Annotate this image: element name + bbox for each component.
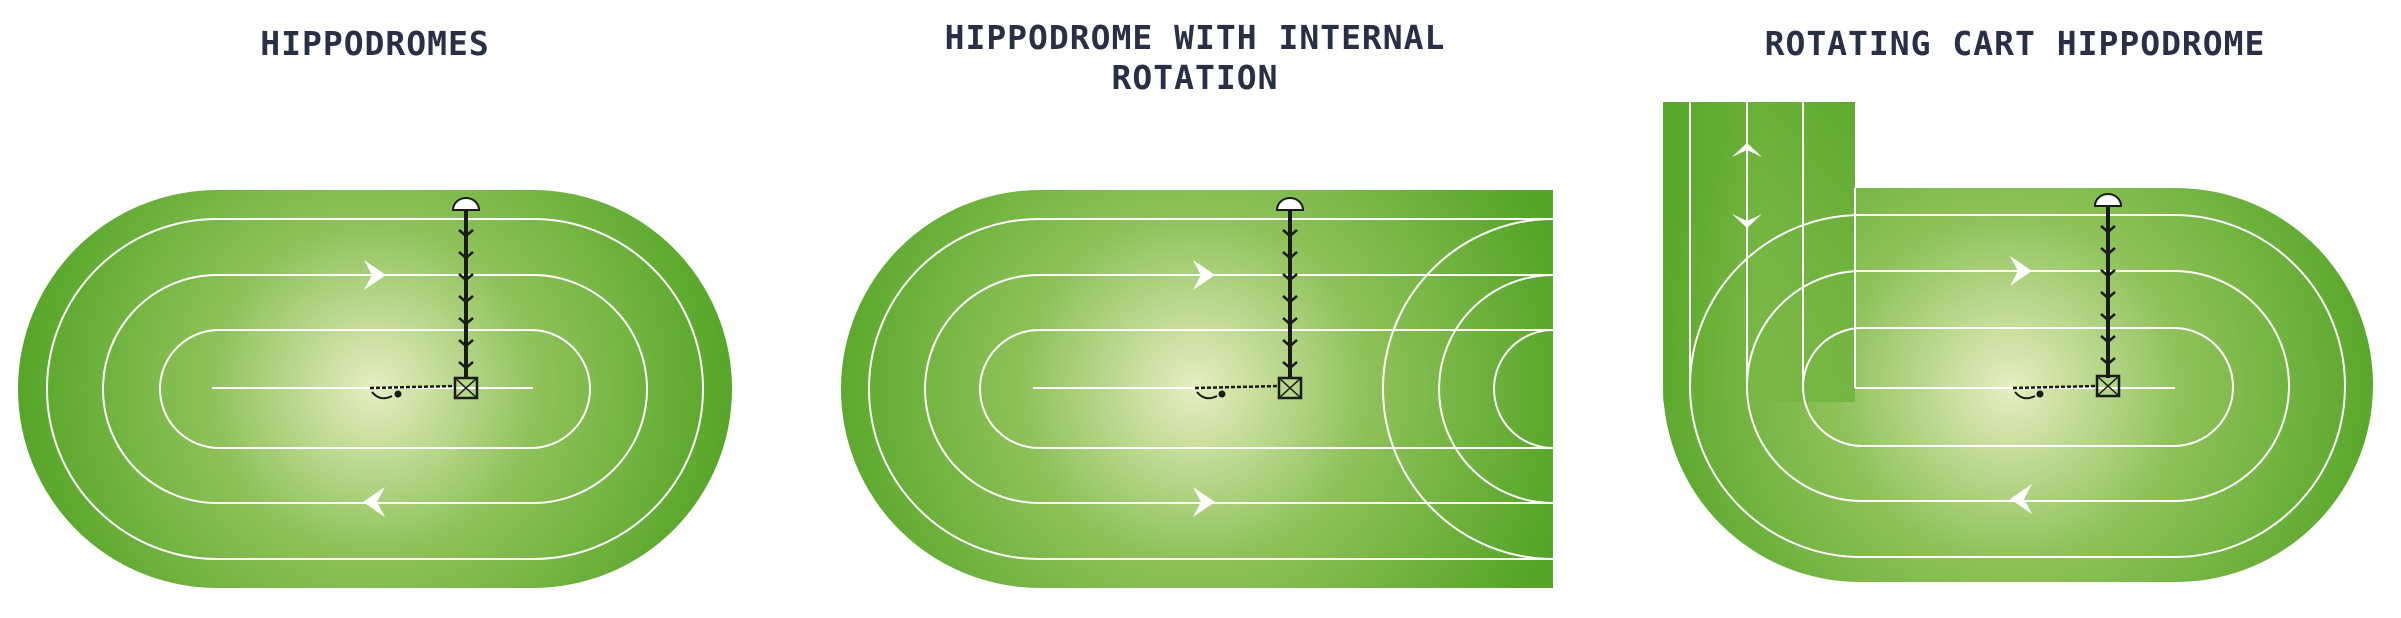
track-hippodrome [18,190,732,588]
direction-arrow-icon [1732,143,1762,157]
direction-arrow-icon [1732,214,1762,228]
panel-title-internal-rotation: HIPPODROME WITH INTERNAL ROTATION [944,18,1446,97]
direction-arrow-icon [2010,256,2032,286]
lamp-icon [2093,193,2123,207]
track-rotating-cart [1663,102,2373,582]
panel-title-rotating-cart: ROTATING CART HIPPODROME [1764,24,2266,63]
lane-lines [868,218,1554,560]
pivot-mast-icon [1275,197,1305,400]
track-internal-rotation [841,190,1554,588]
panel-title-hippodromes: HIPPODROMES [260,24,490,63]
direction-arrow-icon [364,260,386,290]
cart-strip [1663,102,1855,402]
direction-arrow-icon [1193,487,1215,517]
pivot-mast-icon [451,197,481,400]
lamp-icon [1275,197,1305,211]
direction-arrow-icon [1193,260,1215,290]
pivot-mast-icon [2093,193,2123,398]
direction-arrow-icon [2010,484,2032,514]
lamp-icon [451,197,481,211]
sprinkler-arm-icon [369,384,456,400]
sprinkler-arm-icon [1194,384,1280,400]
direction-arrow-icon [363,487,385,517]
sprinkler-arm-icon [2012,384,2098,400]
